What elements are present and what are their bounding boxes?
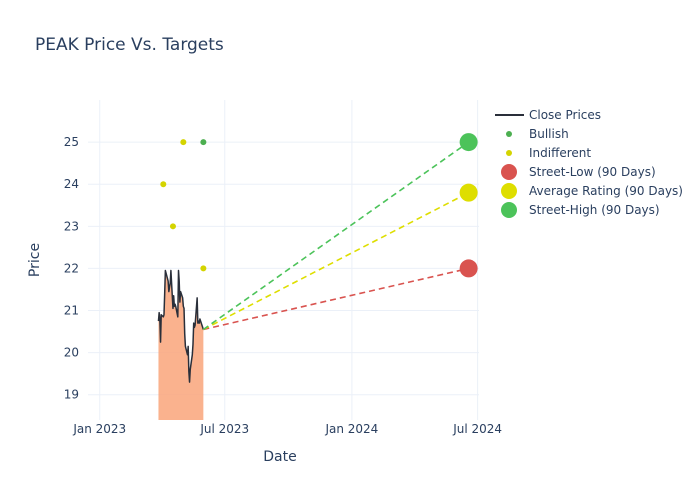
legend-label: Street-High (90 Days) xyxy=(529,203,660,217)
y-tick-label: 25 xyxy=(64,135,79,149)
close-price-fill xyxy=(158,270,204,420)
bullish-rating-point xyxy=(200,139,207,146)
x-axis-title: Date xyxy=(263,449,296,465)
legend-item[interactable]: Average Rating (90 Days) xyxy=(501,183,683,199)
legend-label: Close Prices xyxy=(529,108,601,122)
legend-circle-swatch xyxy=(501,202,517,218)
x-tick-label: Jul 2024 xyxy=(452,422,502,436)
indifferent-rating-point xyxy=(169,223,176,230)
legend-item[interactable]: Street-High (90 Days) xyxy=(501,202,660,218)
target-line-street-low-90-days- xyxy=(203,267,469,331)
x-tick-label: Jul 2023 xyxy=(199,422,249,436)
target-line-street-high-90-days- xyxy=(202,141,470,331)
target-marker-street-low-90-days- xyxy=(459,259,478,278)
legend-circle-swatch xyxy=(501,183,517,199)
y-axis-title: Price xyxy=(27,243,43,277)
series-lines xyxy=(157,141,470,383)
legend-circle-swatch xyxy=(501,164,517,180)
indifferent-rating-point xyxy=(160,181,167,188)
legend-item[interactable]: Street-Low (90 Days) xyxy=(501,164,656,180)
legend[interactable]: Close Prices Bullish Indifferent Street-Low… xyxy=(495,108,683,218)
chart-title: PEAK Price Vs. Targets xyxy=(35,35,224,55)
legend-dot-swatch xyxy=(506,150,512,156)
y-tick-label: 23 xyxy=(64,219,79,233)
legend-label: Street-Low (90 Days) xyxy=(529,165,656,179)
close-price-line xyxy=(157,269,205,383)
target-marker-street-high-90-days- xyxy=(459,133,478,152)
legend-item[interactable]: Close Prices xyxy=(495,108,601,122)
indifferent-rating-point xyxy=(180,139,187,146)
y-tick-label: 20 xyxy=(64,346,79,360)
y-tick-label: 19 xyxy=(64,388,79,402)
y-tick-label: 22 xyxy=(64,261,79,275)
legend-label: Bullish xyxy=(529,127,569,141)
close-price-area xyxy=(158,270,204,420)
axis-ticks: 19 20 21 22 23 24 25 Jan 2023 Jul 2023 Jan 2024 Ju… xyxy=(64,135,502,436)
x-tick-label: Jan 2024 xyxy=(324,422,378,436)
legend-label: Indifferent xyxy=(529,146,591,160)
series-markers xyxy=(160,133,478,278)
y-tick-label: 24 xyxy=(64,177,79,191)
legend-dot-swatch xyxy=(506,131,512,137)
legend-label: Average Rating (90 Days) xyxy=(529,184,683,198)
legend-item[interactable]: Bullish xyxy=(506,127,569,141)
indifferent-rating-point xyxy=(200,265,207,272)
x-tick-label: Jan 2023 xyxy=(72,422,126,436)
target-marker-average-rating-90-days- xyxy=(459,183,478,202)
legend-item[interactable]: Indifferent xyxy=(506,146,591,160)
y-tick-label: 21 xyxy=(64,304,79,318)
